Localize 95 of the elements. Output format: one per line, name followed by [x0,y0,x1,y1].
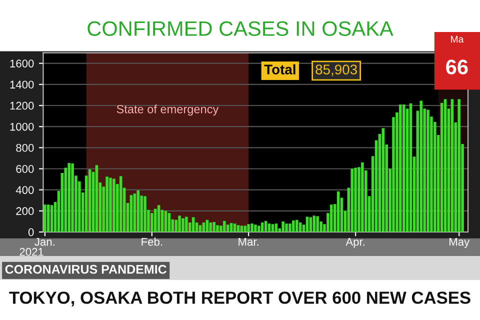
x-tick-label: Apr. [346,238,364,248]
text: 2021 [20,248,44,256]
y-tick-label: 1200 [10,102,34,110]
y-tick-label: 400 [16,186,34,194]
bar [399,104,402,232]
bar [350,168,354,232]
bar [50,205,54,232]
bar [185,216,188,232]
bar [361,162,364,232]
bar [192,217,195,232]
bar [282,221,284,232]
bar [330,204,333,232]
bar [164,210,168,232]
y-tick-label: 1000 [10,122,34,131]
bar [178,216,181,232]
annotation: 66 [446,60,468,74]
bar [71,163,74,232]
bar [316,216,319,232]
bar [44,204,46,232]
bar [247,224,250,232]
bar [106,176,108,232]
bar [226,224,230,232]
bar [206,220,209,232]
bar [336,191,340,232]
bar [250,224,254,232]
bar [230,223,233,232]
bar [144,196,146,232]
bar [402,104,406,232]
bar [233,224,236,232]
bar [130,195,133,232]
y-tick-label: 200 [16,207,34,216]
bar [136,190,140,232]
bar [274,224,278,232]
x-tick-label: May [450,238,470,248]
bar [68,162,70,232]
bar [223,220,226,232]
chart-title: CONFIRMED CASES IN OSAKA [88,21,394,36]
bar [268,224,271,232]
bar [154,208,157,232]
text: TOKYO, OSAKA BOTH REPORT OVER 600 NEW CASES [9,292,470,306]
bar [409,103,412,232]
bar [174,220,178,232]
bar [285,224,288,232]
bar [244,226,246,232]
bar [168,213,171,232]
text: Ma [451,36,464,43]
bar [182,218,184,232]
bar [202,222,206,232]
bar [254,224,257,232]
bar [292,220,295,232]
bar [420,100,422,232]
bar [444,99,447,232]
bar [258,226,260,232]
bar [450,99,454,232]
bar [440,102,444,232]
bar [119,176,122,232]
bar [46,204,50,232]
bar [216,225,219,232]
annotation: 85,903 [316,64,357,76]
bar [236,225,240,232]
y-tick-label: 1400 [10,80,34,89]
bar [260,222,264,232]
y-tick-label: 0 [28,228,34,236]
text: CORONAVIRUS PANDEMIC [5,264,167,274]
bar [458,99,460,232]
bar [306,216,309,232]
bar [209,222,212,232]
bar [382,128,385,232]
y-tick-label: 800 [16,144,34,152]
bar [298,222,302,232]
bar [354,168,357,232]
x-tick-label: Feb. [142,238,162,246]
bar [240,226,244,232]
bar [312,216,316,232]
bar [295,220,298,232]
bar [157,205,160,232]
x-tick-label: Mar. [238,238,258,246]
y-tick-label: 600 [16,165,34,173]
band-label: State of emergency [116,104,219,116]
bar [271,224,274,232]
bar [150,213,154,232]
y-tick-label: 1600 [10,60,34,68]
bar [109,178,112,232]
bar [133,194,136,232]
bar [198,225,202,232]
bar [264,220,268,232]
bar [426,110,430,232]
bar [288,224,292,232]
x-tick-label: Jan. [34,238,54,246]
bar [95,165,98,232]
bar [309,217,312,232]
bar [212,222,216,232]
bar [88,169,92,232]
bar [112,178,116,232]
annotation: Total [264,64,296,74]
